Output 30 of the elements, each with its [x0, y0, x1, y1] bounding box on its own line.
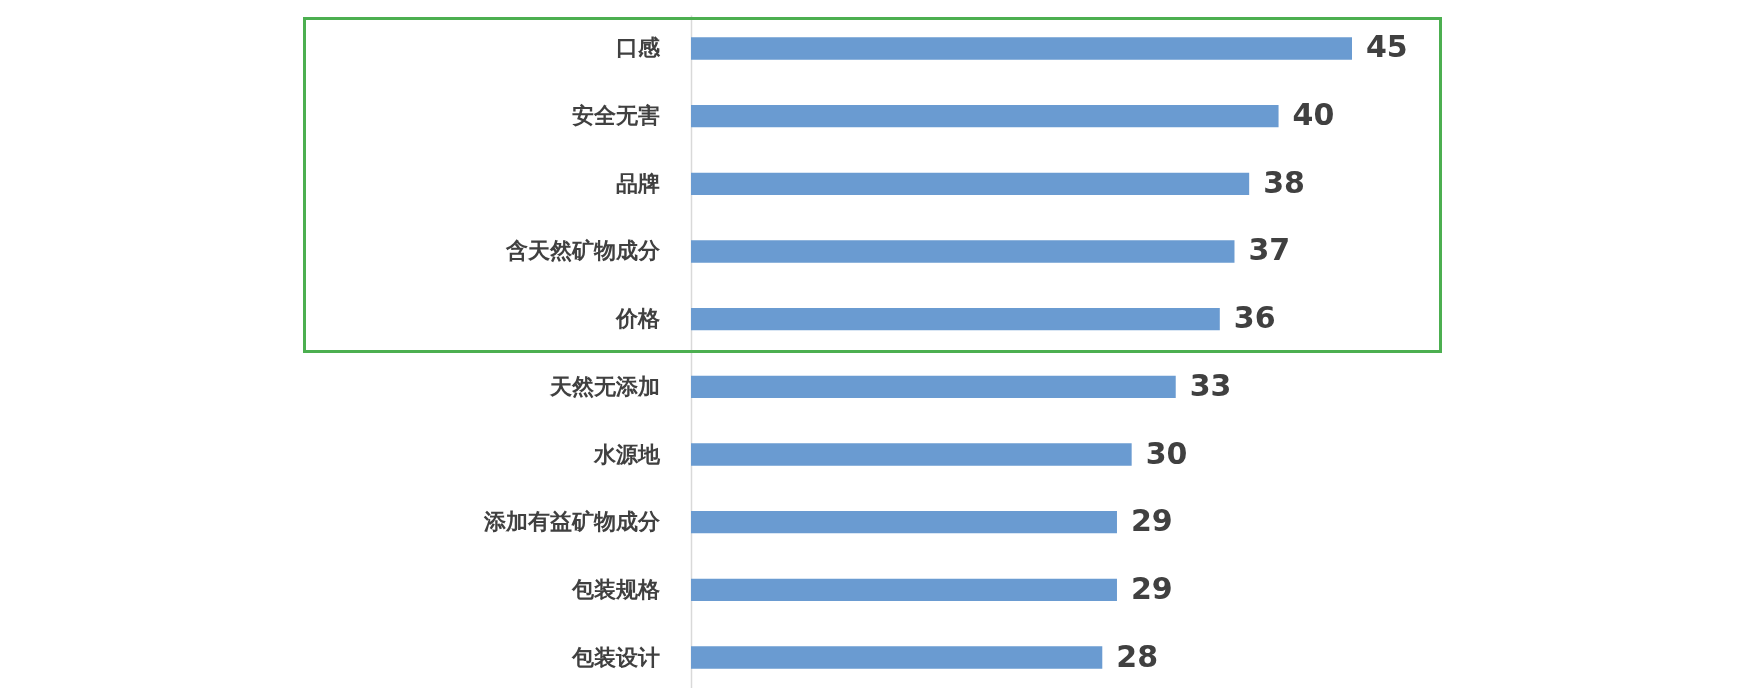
- bar: [691, 375, 1176, 398]
- bar: [691, 578, 1117, 601]
- y-tick-label: 安全无害: [571, 103, 660, 129]
- bar: [691, 37, 1352, 60]
- data-label: 29: [1130, 503, 1173, 539]
- data-label: 45: [1366, 29, 1408, 65]
- y-tick-label: 含天然矿物成分: [504, 238, 661, 264]
- bar: [691, 443, 1132, 466]
- y-tick-label: 添加有益矿物成分: [482, 509, 661, 535]
- y-tick-label: 价格: [614, 306, 661, 332]
- bar: [691, 511, 1117, 534]
- bar: [691, 308, 1220, 331]
- data-label: 37: [1248, 232, 1291, 268]
- data-label: 38: [1263, 164, 1305, 200]
- y-tick-label: 水源地: [592, 441, 661, 467]
- data-label: 28: [1116, 638, 1159, 674]
- y-tick-label: 品牌: [615, 170, 660, 196]
- data-label: 29: [1130, 570, 1173, 606]
- y-tick-label: 天然无添加: [548, 373, 660, 399]
- data-label: 30: [1145, 435, 1188, 471]
- bar: [691, 646, 1103, 669]
- data-label: 33: [1189, 367, 1232, 403]
- y-tick-label: 包装规格: [570, 576, 661, 602]
- y-tick-label: 包装设计: [570, 644, 660, 670]
- data-label: 36: [1233, 300, 1276, 336]
- bar: [691, 240, 1235, 263]
- data-label: 40: [1292, 97, 1335, 133]
- bar: [691, 172, 1250, 195]
- y-tick-label: 口感: [615, 35, 661, 61]
- bar: [691, 105, 1279, 128]
